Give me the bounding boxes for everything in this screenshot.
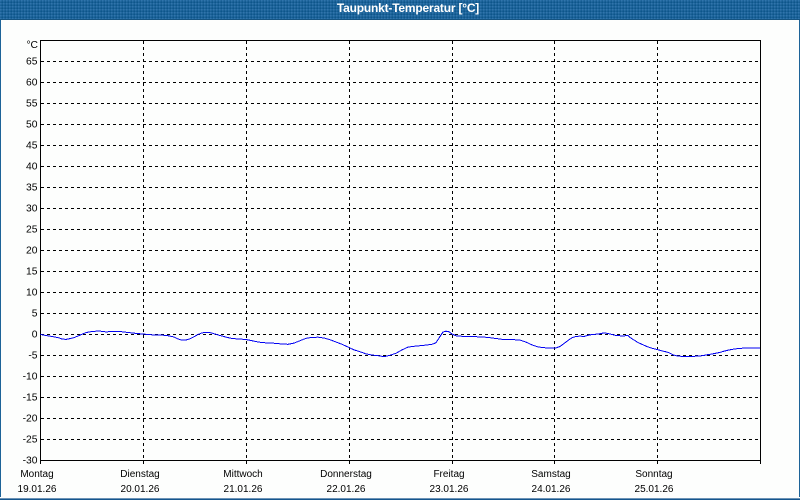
svg-text:35: 35 <box>26 183 38 194</box>
svg-text:23.01.26: 23.01.26 <box>430 484 469 495</box>
svg-text:Sonntag: Sonntag <box>635 469 672 480</box>
svg-text:-5: -5 <box>28 351 37 362</box>
svg-text:20.01.26: 20.01.26 <box>121 484 160 495</box>
svg-text:21.01.26: 21.01.26 <box>224 484 263 495</box>
svg-text:5: 5 <box>32 309 38 320</box>
svg-text:10: 10 <box>26 288 38 299</box>
svg-text:25.01.26: 25.01.26 <box>635 484 674 495</box>
svg-text:15: 15 <box>26 267 38 278</box>
svg-text:19.01.26: 19.01.26 <box>18 484 57 495</box>
svg-text:60: 60 <box>26 78 38 89</box>
svg-text:30: 30 <box>26 204 38 215</box>
svg-text:Mittwoch: Mittwoch <box>223 469 262 480</box>
svg-text:25: 25 <box>26 225 38 236</box>
svg-text:-15: -15 <box>23 393 38 404</box>
svg-text:55: 55 <box>26 99 38 110</box>
svg-text:Dienstag: Dienstag <box>120 469 159 480</box>
svg-text:-10: -10 <box>23 372 38 383</box>
svg-text:-30: -30 <box>23 456 38 467</box>
svg-text:0: 0 <box>32 330 38 341</box>
svg-text:°C: °C <box>26 40 38 51</box>
svg-text:-25: -25 <box>23 435 38 446</box>
svg-text:24.01.26: 24.01.26 <box>532 484 571 495</box>
svg-text:50: 50 <box>26 120 38 131</box>
svg-text:Samstag: Samstag <box>531 469 570 480</box>
svg-text:Montag: Montag <box>20 469 53 480</box>
svg-text:20: 20 <box>26 246 38 257</box>
svg-text:65: 65 <box>26 57 38 68</box>
svg-text:-20: -20 <box>23 414 38 425</box>
svg-text:Freitag: Freitag <box>433 469 464 480</box>
svg-text:Donnerstag: Donnerstag <box>320 469 372 480</box>
svg-text:40: 40 <box>26 162 38 173</box>
svg-text:22.01.26: 22.01.26 <box>327 484 366 495</box>
svg-text:45: 45 <box>26 141 38 152</box>
